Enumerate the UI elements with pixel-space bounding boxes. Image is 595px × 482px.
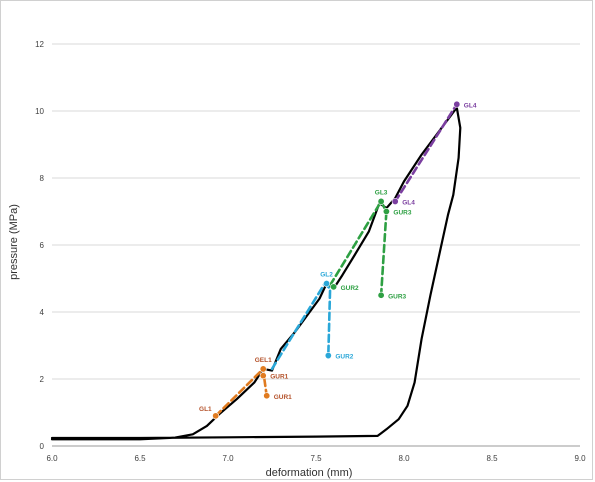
- x-tick-label: 6.5: [134, 454, 146, 463]
- point-marker: [324, 352, 332, 360]
- x-axis-title: deformation (mm): [266, 467, 353, 479]
- x-tick-label: 6.0: [46, 454, 58, 463]
- tick-labels: 0 2 4 6 8 10 12 6.0 6.5 7.0 7.5 8.0 8.5 9.0: [35, 40, 586, 463]
- point-label: GUR1: [274, 394, 292, 401]
- point-label: GL4: [464, 102, 477, 109]
- point-label: GUR3: [393, 210, 411, 217]
- point-label: GUR3: [388, 293, 406, 300]
- point-marker: [377, 197, 385, 205]
- point-marker: [330, 283, 338, 291]
- y-tick-label: 8: [40, 174, 45, 183]
- x-tick-label: 7.5: [310, 454, 322, 463]
- point-label: GL1: [199, 406, 212, 413]
- y-tick-label: 12: [35, 40, 44, 49]
- x-tick-label: 8.0: [398, 454, 410, 463]
- series-lines: [50, 103, 462, 441]
- point-marker: [259, 372, 267, 380]
- grid-lines: [52, 43, 580, 447]
- point-label: GUR2: [335, 354, 353, 361]
- point-marker: [259, 365, 267, 373]
- point-marker: [212, 412, 220, 420]
- y-tick-label: 0: [40, 442, 45, 451]
- y-tick-label: 10: [35, 107, 44, 116]
- point-marker: [263, 392, 271, 400]
- point-label: GL3: [375, 189, 388, 196]
- x-tick-label: 9.0: [574, 454, 586, 463]
- point-label: GL2: [320, 272, 333, 279]
- point-label: GUR2: [341, 285, 359, 292]
- y-tick-label: 4: [40, 308, 45, 317]
- point-marker: [453, 100, 461, 108]
- point-label: GEL1: [255, 357, 272, 364]
- point-markers: GL1 GEL1 GUR1 GUR1 GL2 GUR2 GUR2 GL3 GUR3 GUR3 GL4…: [199, 100, 477, 420]
- y-tick-label: 2: [40, 375, 45, 384]
- point-label: GUR1: [270, 374, 288, 381]
- x-tick-label: 7.0: [222, 454, 234, 463]
- point-marker: [323, 280, 331, 288]
- point-marker: [391, 197, 399, 205]
- y-tick-label: 6: [40, 241, 45, 250]
- pressure-curve: [50, 106, 462, 441]
- loading-segment-line: [393, 103, 459, 203]
- point-marker: [382, 208, 390, 216]
- y-axis-title: pressure (MPa): [8, 204, 20, 280]
- point-label: GL4: [402, 199, 415, 206]
- x-tick-label: 8.5: [486, 454, 498, 463]
- point-marker: [377, 291, 385, 299]
- loading-segment-line: [328, 200, 388, 297]
